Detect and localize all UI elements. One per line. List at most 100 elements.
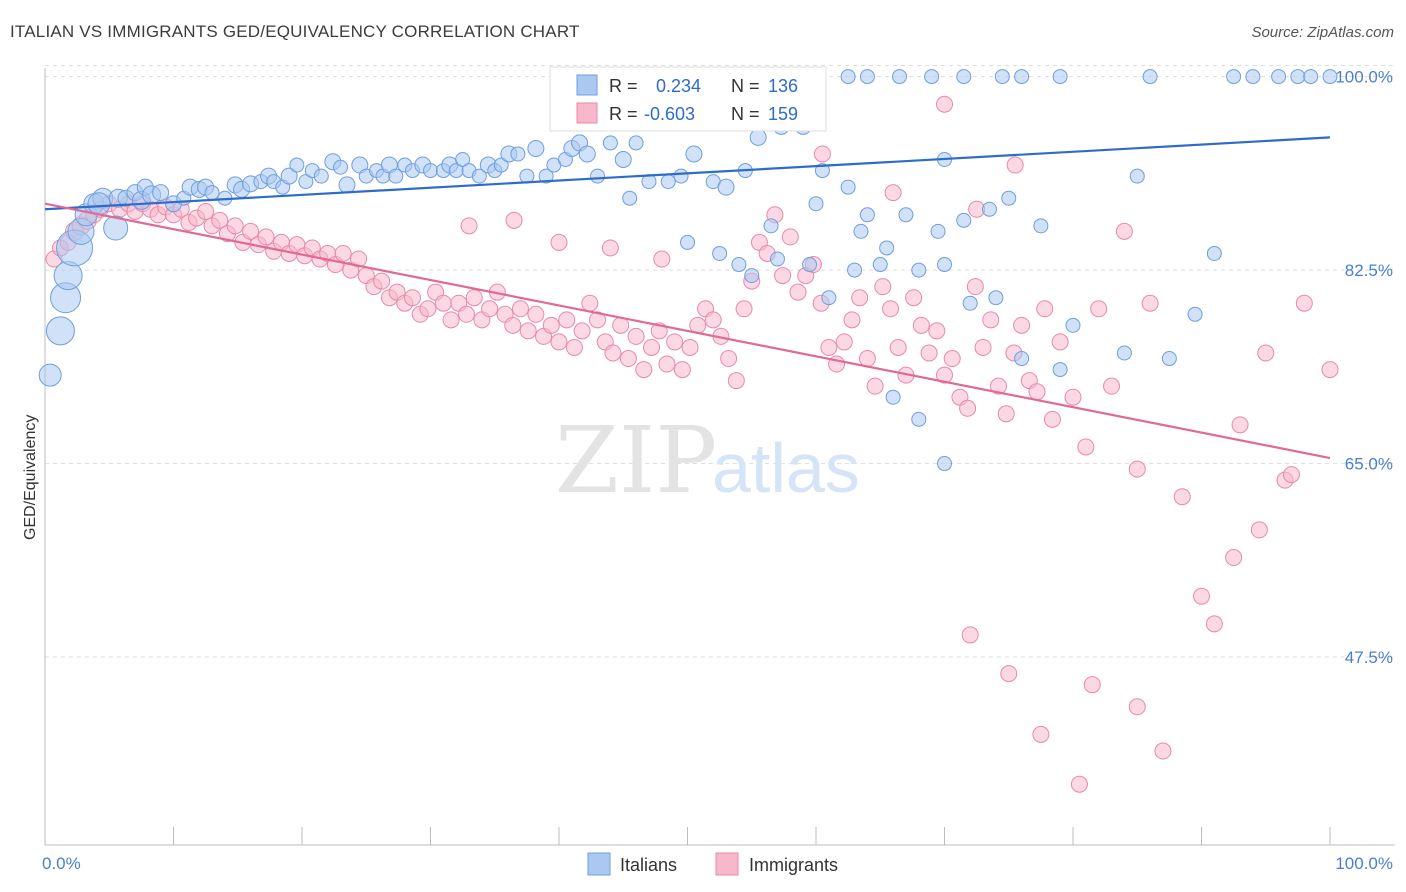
immigrants-point-76 — [627, 327, 645, 345]
immigrants-point-152 — [1173, 488, 1191, 506]
italians-point-78 — [717, 178, 735, 196]
italians-point-71 — [614, 151, 632, 169]
immigrants-point-67 — [558, 311, 576, 329]
y-tick-label-1: 82.5% — [1345, 261, 1393, 280]
immigrants-point-137 — [1128, 460, 1146, 478]
stats-swatch-immigrants — [576, 102, 598, 124]
immigrants-point-138 — [1141, 294, 1159, 312]
legend-swatch-italians — [587, 852, 611, 876]
italians-point-119 — [956, 69, 972, 85]
immigrants-point-90 — [735, 300, 753, 318]
immigrants-point-110 — [889, 338, 907, 356]
immigrants-point-66 — [550, 333, 568, 351]
italians-point-101 — [988, 290, 1004, 306]
italians-point-49 — [423, 163, 438, 179]
immigrants-point-159 — [1282, 466, 1300, 484]
immigrants-point-145 — [460, 217, 478, 235]
italians-point-34 — [298, 174, 314, 190]
italians-point-135 — [859, 207, 875, 223]
italians-point-95 — [821, 290, 837, 306]
stats-r-value-immigrants: -0.603 — [644, 104, 695, 124]
source-label: Source: ZipAtlas.com — [1251, 24, 1394, 41]
immigrants-point-123 — [989, 377, 1007, 395]
immigrants-point-117 — [943, 350, 961, 368]
immigrants-point-144 — [505, 211, 523, 229]
italians-point-133 — [1001, 190, 1017, 206]
immigrants-point-131 — [1051, 333, 1069, 351]
immigrants-point-135 — [1103, 377, 1121, 395]
italians-point-0 — [38, 363, 62, 387]
immigrants-point-163 — [1070, 775, 1088, 793]
italians-point-69 — [590, 168, 606, 184]
italians-point-68 — [578, 145, 596, 163]
immigrants-point-54 — [457, 305, 475, 323]
immigrants-point-97 — [789, 283, 807, 301]
immigrants-point-121 — [974, 338, 992, 356]
immigrants-point-108 — [874, 278, 892, 296]
watermark-atlas: atlas — [712, 429, 860, 507]
x-tick-label-max: 100.0% — [1335, 854, 1393, 873]
italians-point-115 — [1142, 69, 1158, 85]
immigrants-point-107 — [866, 377, 884, 395]
immigrants-point-78 — [643, 338, 661, 356]
immigrants-point-69 — [573, 322, 591, 340]
trend-lines — [44, 136, 1331, 460]
immigrants-point-119 — [959, 399, 977, 417]
immigrants-point-63 — [527, 305, 545, 323]
immigrants-point-65 — [542, 316, 560, 334]
immigrants-point-161 — [1000, 665, 1018, 683]
immigrants-point-147 — [601, 239, 619, 257]
immigrants-point-129 — [1036, 300, 1054, 318]
italians-point-58 — [493, 157, 509, 173]
immigrants-point-47 — [404, 289, 422, 307]
immigrants-point-81 — [666, 333, 684, 351]
italians-point-142 — [885, 389, 901, 405]
immigrants-point-83 — [681, 338, 699, 356]
immigrants-point-104 — [843, 311, 861, 329]
immigrants-point-116 — [936, 366, 953, 384]
immigrants-point-57 — [481, 300, 499, 318]
immigrants-point-122 — [982, 311, 1000, 329]
stats-n-label-immigrants: N = — [731, 104, 760, 124]
italians-point-88 — [622, 190, 638, 206]
italians-point-120 — [924, 69, 940, 85]
stats-n-label-italians: N = — [731, 76, 760, 96]
immigrants-point-109 — [882, 300, 900, 318]
stats-r-label-italians: R = — [609, 76, 638, 96]
italians-point-121 — [892, 69, 908, 85]
italians-point-138 — [1129, 168, 1145, 184]
immigrants-point-24 — [226, 217, 244, 235]
italians-point-85 — [840, 179, 856, 195]
immigrants-point-130 — [1043, 410, 1061, 428]
italians-point-70 — [602, 135, 618, 151]
italians-point-38 — [333, 159, 349, 175]
immigrants-point-62 — [519, 322, 537, 340]
immigrants-point-38 — [334, 244, 352, 262]
italians-point-107 — [1187, 306, 1203, 322]
italians-point-53 — [455, 152, 471, 168]
italians-point-60 — [510, 146, 526, 162]
stats-n-value-italians: 136 — [768, 76, 798, 96]
italians-point-104 — [1065, 317, 1081, 333]
y-axis-label: GED/Equivalency — [22, 415, 39, 540]
italians-point-74 — [660, 174, 676, 190]
italians-point-108 — [1206, 245, 1222, 261]
immigrants-point-115 — [928, 322, 946, 340]
italians-point-94 — [802, 257, 818, 273]
immigrants-point-149 — [1257, 344, 1275, 362]
italians-point-33 — [289, 157, 305, 173]
immigrants-point-88 — [720, 350, 738, 368]
immigrants-point-160 — [961, 626, 979, 644]
stats-swatch-italians — [576, 74, 598, 96]
italians-point-99 — [937, 257, 952, 273]
italians-point-114 — [1303, 69, 1319, 85]
italians-point-111 — [1322, 69, 1338, 85]
italians-point-143 — [911, 411, 927, 427]
immigrants-point-155 — [1225, 549, 1243, 567]
immigrants-point-140 — [884, 184, 902, 202]
immigrants-point-150 — [1295, 294, 1313, 312]
immigrants-point-139 — [813, 145, 831, 163]
immigrants-point-106 — [858, 350, 876, 368]
stats-r-value-italians: 0.234 — [656, 76, 701, 96]
